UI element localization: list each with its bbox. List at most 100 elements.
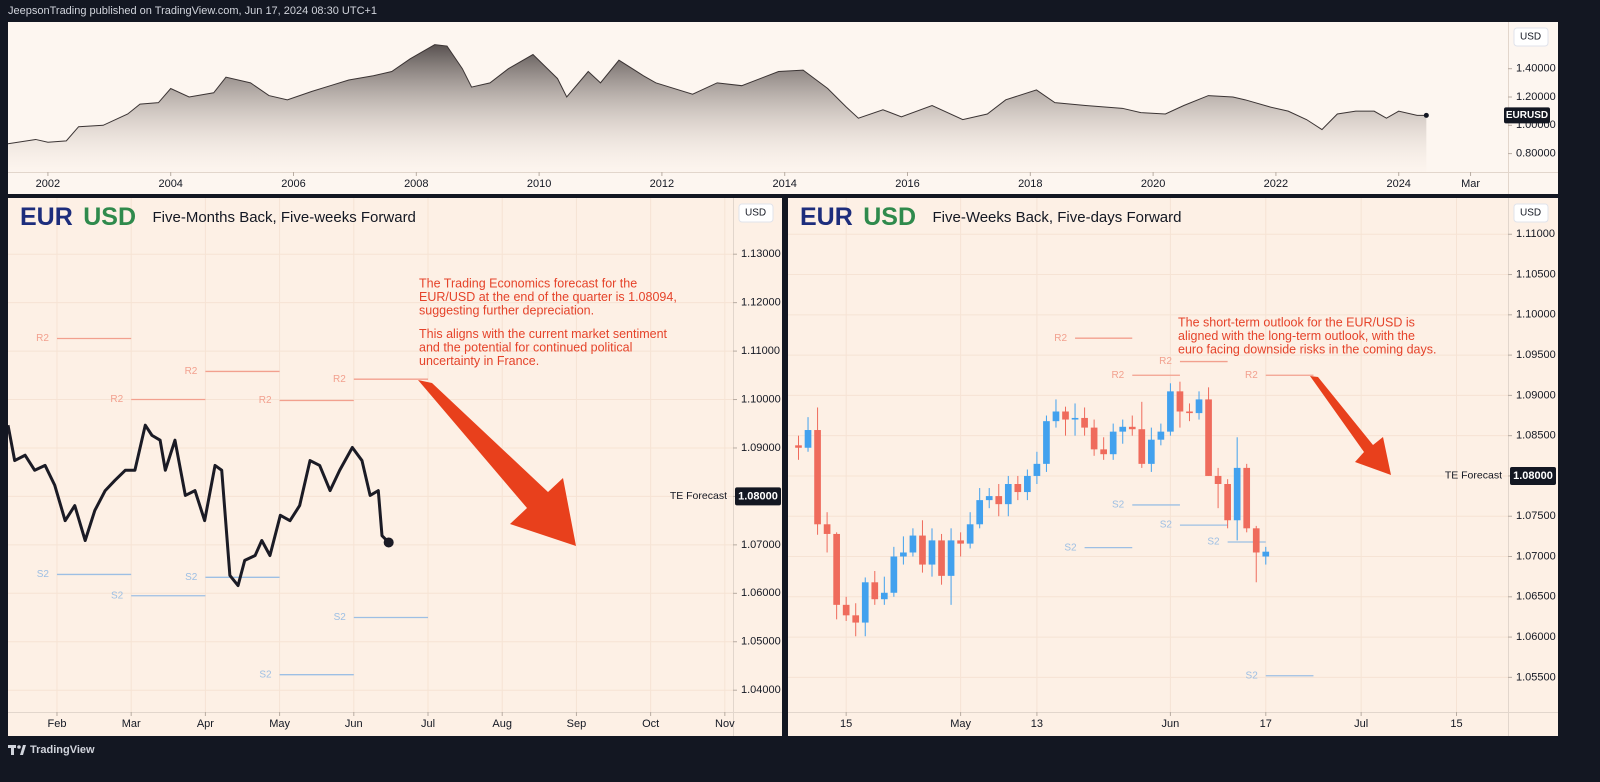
pivot-label: S2	[37, 569, 50, 580]
x-tick-label: 2012	[650, 178, 674, 190]
x-tick-label: Mar	[122, 718, 141, 730]
candle-body	[1081, 417, 1088, 428]
annotation-line: The Trading Economics forecast for the	[419, 276, 637, 290]
annotation-line: suggesting further depreciation.	[419, 303, 594, 317]
y-tick-label: 1.07000	[1516, 550, 1556, 562]
candle-body	[1119, 426, 1127, 432]
text-layer: 0.80000 1.00000 1.20000 1.40000 2002 2004 2006…	[36, 27, 1556, 730]
candle-body	[1138, 429, 1146, 464]
pivot-label: S2	[1064, 542, 1077, 553]
y-tick-label: 1.08500	[1516, 430, 1556, 442]
candle-body	[871, 582, 879, 600]
area-line	[8, 44, 1427, 145]
y-tick-label: 1.13000	[741, 248, 781, 260]
currency-label: USD	[745, 208, 766, 219]
y-tick-label: 1.11000	[741, 345, 780, 357]
candle-body	[1233, 467, 1241, 521]
y-tick-label: 1.07500	[1516, 510, 1556, 522]
candle-body	[928, 540, 936, 565]
y-tick-label: 1.10000	[741, 393, 781, 405]
candle-body	[1100, 449, 1107, 455]
y-tick-label: 1.05500	[1516, 671, 1556, 683]
y-tick-label: 1.10500	[1516, 268, 1556, 280]
pivot-label: R2	[110, 394, 123, 405]
candle-body	[1205, 399, 1212, 476]
x-tick-label: 2020	[1141, 178, 1165, 190]
candle-body	[947, 540, 955, 576]
panel-title: EUR USD Five-Months Back, Five-weeks For…	[20, 203, 416, 231]
x-tick-label: Jun	[1162, 718, 1180, 730]
pivot-label: R2	[333, 374, 346, 385]
candle-body	[833, 533, 840, 605]
last-point	[383, 537, 394, 548]
title-subtitle: Five-Months Back, Five-weeks Forward	[153, 209, 416, 226]
y-tick-label: 1.05000	[741, 636, 781, 648]
x-tick-label: 13	[1031, 718, 1043, 730]
candle-body	[1243, 467, 1251, 529]
forecast-label: TE Forecast	[1445, 470, 1502, 482]
x-tick-label: May	[950, 718, 971, 730]
candle-body	[966, 524, 974, 544]
candle-body	[1014, 484, 1022, 493]
x-tick-label: 2010	[527, 178, 551, 190]
area-fill	[8, 44, 1427, 172]
candle-body	[1252, 528, 1260, 553]
arrow	[1310, 376, 1391, 475]
candle-body	[995, 496, 1003, 505]
y-tick-label: 1.12000	[741, 297, 781, 309]
y-tick-label: 1.07000	[741, 539, 781, 551]
last-point	[1423, 112, 1429, 118]
candle-body	[890, 556, 898, 593]
x-tick-label: Apr	[197, 718, 214, 730]
x-tick-label: 2002	[36, 178, 60, 190]
annotation-line: EUR/USD at the end of the quarter is 1.0…	[419, 290, 677, 304]
y-tick-label: 1.06000	[1516, 631, 1556, 643]
pivot-label: S2	[1112, 500, 1125, 511]
pivot-label: S2	[334, 612, 347, 623]
x-tick-label: 15	[1450, 718, 1462, 730]
y-tick-label: 1.04000	[741, 684, 781, 696]
clip-group	[788, 198, 1508, 712]
candle-body	[1224, 484, 1231, 521]
title-quote: USD	[863, 203, 916, 231]
candle-body	[909, 535, 917, 553]
pivot-label: R2	[1245, 370, 1258, 381]
x-tick-label: Sep	[567, 718, 587, 730]
x-tick-label: 2022	[1264, 178, 1288, 190]
x-tick-label: Jul	[1354, 718, 1368, 730]
currency-box	[1513, 203, 1549, 223]
panel-borders	[8, 22, 1558, 736]
x-tick-label: 17	[1260, 718, 1272, 730]
candle-body	[823, 524, 831, 534]
candle-body	[1262, 551, 1270, 557]
annotation-line: The short-term outlook for the EUR/USD i…	[1178, 315, 1415, 329]
candle-body	[1214, 475, 1222, 485]
candle-body	[1157, 431, 1165, 440]
candle-body	[1176, 391, 1184, 412]
x-tick-label: Jul	[421, 718, 435, 730]
x-tick-label: Nov	[715, 718, 735, 730]
x-tick-label: Jun	[345, 718, 363, 730]
candle-body	[1004, 484, 1012, 505]
candle-body	[795, 445, 802, 448]
candle-body	[1071, 417, 1079, 420]
pivot-label: R2	[36, 333, 49, 344]
forecast-badge	[1510, 466, 1556, 485]
candle-body	[814, 430, 821, 525]
marks-layer: R2 R2 R2 R2 R2 S2 S2 S2 S2 S2 R2 R2 R2 R2 S2 S2 S2 S2 S2	[8, 44, 1429, 681]
pivot-label: R2	[1159, 356, 1172, 367]
candle-body	[1148, 439, 1155, 464]
footer-logo	[8, 745, 26, 755]
pivot-label: S2	[111, 590, 124, 601]
candle-body	[1167, 391, 1174, 432]
candle-body	[957, 540, 964, 544]
y-tick-label: 1.09500	[1516, 349, 1556, 361]
pivot-label: S2	[1207, 537, 1220, 548]
grid-layer	[8, 198, 1508, 712]
x-tick-label: Oct	[642, 718, 659, 730]
pivot-label: S2	[259, 669, 272, 680]
candle-body	[1090, 427, 1098, 450]
y-tick-label: 0.80000	[1516, 148, 1556, 160]
